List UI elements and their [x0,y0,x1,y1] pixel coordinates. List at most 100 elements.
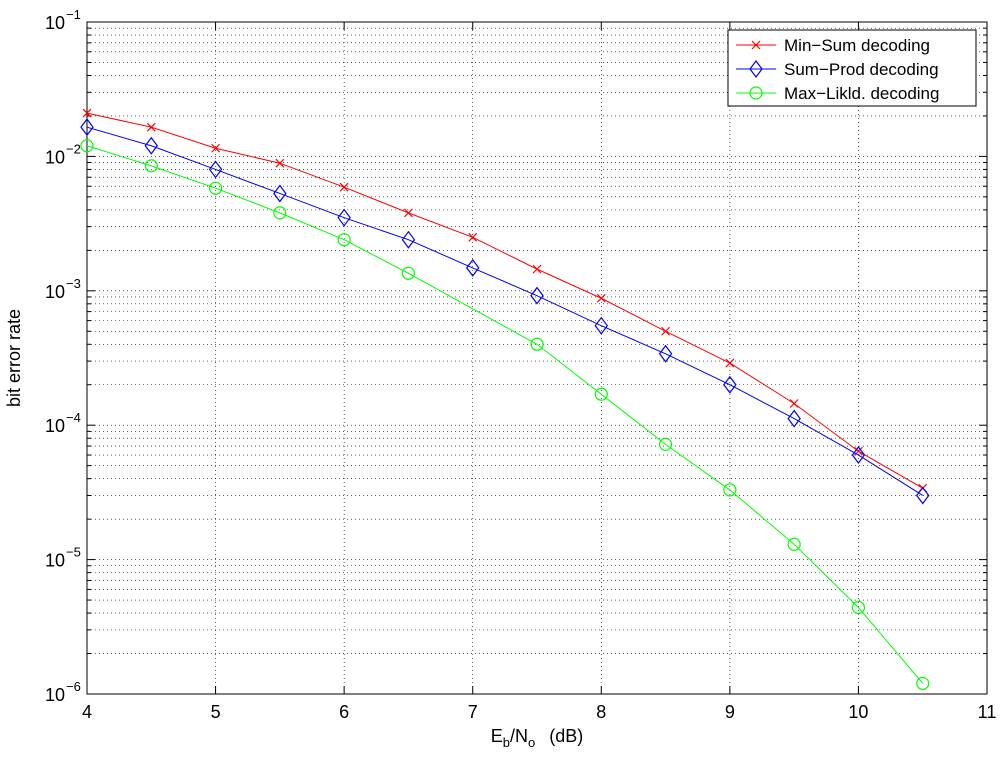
data-point-sum-prod-decoding [594,316,609,335]
legend-label-max-likld-decoding: Max−Likld. decoding [784,84,939,103]
data-point-max-likld-decoding [273,206,287,220]
series-line-sum-prod-decoding [86,126,923,496]
data-point-min-sum-decoding-stroke [146,122,156,132]
y-axis-label: bit error rate [4,309,24,407]
series-min-sum-decoding [82,108,928,493]
data-point-sum-prod-decoding [80,118,94,137]
data-point-max-likld-decoding [916,676,930,690]
legend-label-sum-prod-decoding: Sum−Prod decoding [784,60,939,79]
y-tick-label-exponent: −5 [66,545,81,560]
x-axis-label-tail: (dB) [549,726,583,746]
data-point-sum-prod-decoding [401,230,416,249]
data-point-sum-prod-decoding [658,344,673,363]
data-point-min-sum-decoding [146,122,156,132]
plot-frame [86,21,988,695]
data-point-sum-prod-decoding [273,184,287,203]
data-point-min-sum-decoding-stroke [339,182,349,192]
series-max-likld-decoding [80,139,930,690]
data-point-min-sum-decoding-stroke [789,399,799,408]
data-point-max-likld-decoding [80,139,94,153]
y-tick-label-exponent: −6 [66,679,81,694]
legend-marker-min-sum-decoding [751,40,761,50]
data-point-min-sum-decoding [789,399,799,408]
data-point-min-sum-decoding-stroke [82,108,92,118]
data-point-max-likld-decoding [594,387,608,401]
x-axis-label: Eb/No (dB) [491,726,584,750]
y-tick-label: 10 [45,282,65,302]
data-point-min-sum-decoding-stroke [661,326,670,336]
grid [87,22,987,694]
y-tick-label: 10 [45,13,65,33]
data-point-max-likld-decoding [851,600,866,615]
y-tick-label: 10 [45,147,65,167]
data-point-sum-prod-decoding [337,208,351,227]
series-sum-prod-decoding [80,118,930,505]
data-point-sum-prod-decoding [465,258,480,277]
data-point-min-sum-decoding [725,358,735,368]
x-tick-label: 7 [468,702,478,722]
data-point-max-likld-decoding [401,266,416,280]
x-axis-label-main: E [491,726,503,746]
x-axis-label-sub2: o [528,735,535,750]
x-tick-label: 5 [211,702,221,722]
y-tick-label-exponent: −1 [66,7,81,22]
legend-marker-sum-prod-decoding [749,60,763,78]
x-tick-label: 8 [596,702,606,722]
x-tick-label: 9 [725,702,735,722]
legend-label-min-sum-decoding: Min−Sum decoding [784,36,930,55]
data-point-min-sum-decoding [404,208,413,218]
data-point-min-sum-decoding-stroke [725,358,735,368]
data-point-max-likld-decoding [208,181,223,195]
data-point-min-sum-decoding-stroke [468,232,478,242]
data-point-min-sum-decoding [532,264,542,274]
legend: Min−Sum decoding Sum−Prod decoding Max−Lik… [727,29,977,107]
data-point-max-likld-decoding [337,233,351,247]
data-point-min-sum-decoding-stroke [275,158,285,168]
data-point-min-sum-decoding [82,108,92,118]
data-point-sum-prod-decoding [530,286,544,305]
data-point-max-likld-decoding [658,437,673,451]
data-point-min-sum-decoding-stroke [532,264,542,274]
data-point-max-likld-decoding [144,159,158,173]
series-layer [80,108,930,690]
data-point-sum-prod-decoding [787,409,801,428]
series-line-max-likld-decoding [86,145,924,684]
x-tick-label: 11 [978,702,997,722]
y-tick-label: 10 [45,551,65,571]
data-point-min-sum-decoding-stroke [596,293,606,303]
x-tick-label: 10 [848,702,868,722]
x-axis-label-mid: /N [510,726,528,746]
legend-marker-max-likld-decoding [749,86,763,100]
x-tick-label: 6 [339,702,349,722]
y-tick-label: 10 [45,685,65,705]
data-point-min-sum-decoding [211,143,220,153]
data-point-min-sum-decoding-stroke [211,143,220,153]
data-point-max-likld-decoding [530,337,544,351]
data-point-min-sum-decoding-stroke [404,208,413,218]
data-point-min-sum-decoding [275,158,285,168]
data-point-min-sum-decoding [596,293,606,303]
series-line-min-sum-decoding [86,112,923,489]
y-tick-label-exponent: −2 [66,141,81,156]
data-point-sum-prod-decoding [723,375,737,394]
data-point-min-sum-decoding [661,326,670,336]
data-point-sum-prod-decoding [915,486,930,505]
y-tick-label: 10 [45,416,65,436]
data-point-max-likld-decoding [787,537,801,551]
data-point-min-sum-decoding [468,232,478,242]
axis-labels: bit error rate Eb/No (dB) [4,309,583,750]
data-point-max-likld-decoding [723,483,737,497]
data-point-sum-prod-decoding [851,446,866,465]
x-axis-label-sub1: b [503,735,510,750]
data-point-sum-prod-decoding [208,160,223,179]
y-tick-label-exponent: −4 [66,410,81,425]
data-point-sum-prod-decoding [144,136,159,155]
x-tick-label: 4 [82,702,92,722]
legend-marker-min-sum-decoding-stroke [751,40,761,50]
y-tick-label-exponent: −3 [66,276,81,291]
data-point-min-sum-decoding [339,182,349,192]
